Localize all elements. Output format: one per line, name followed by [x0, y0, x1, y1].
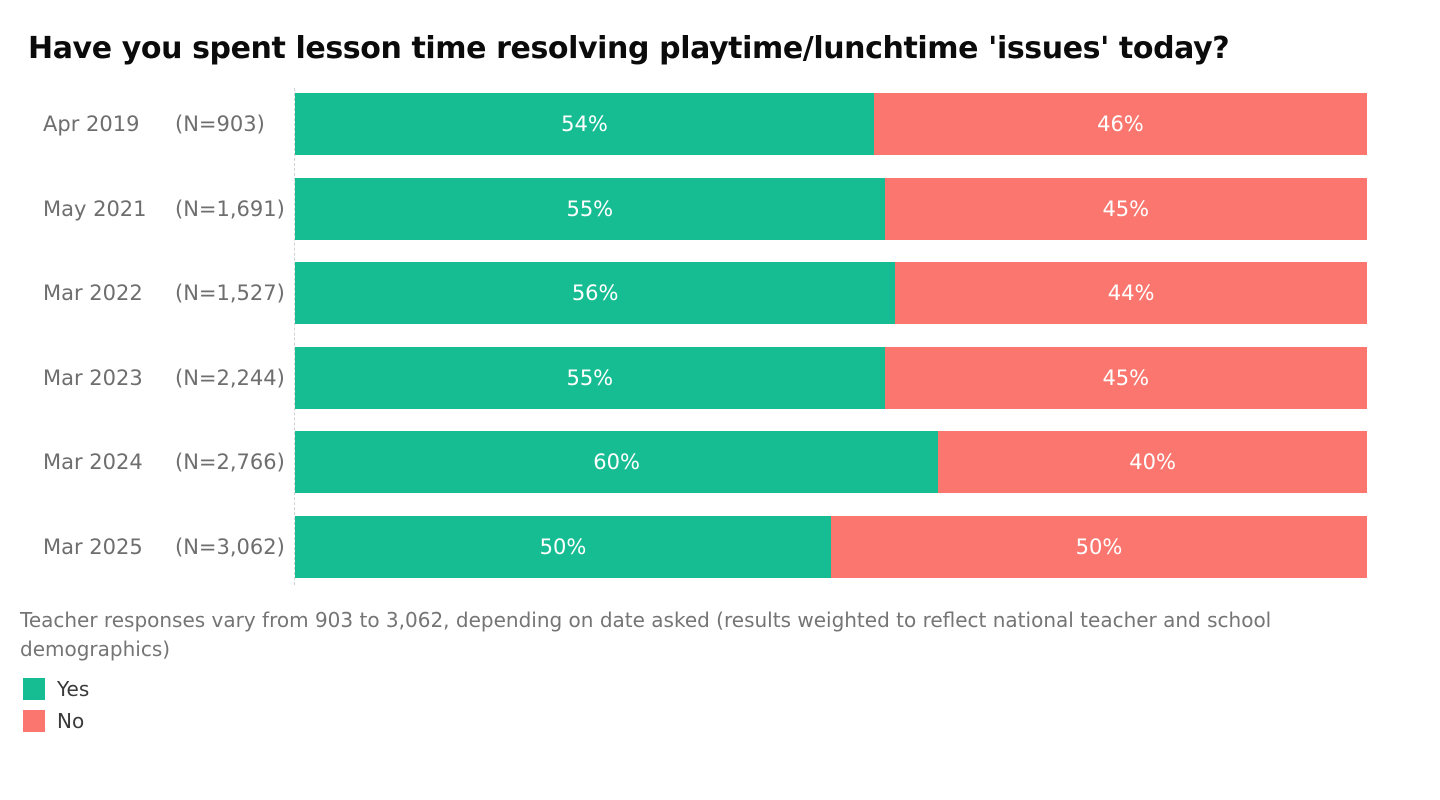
bar-value-label-yes: 55% — [566, 196, 614, 221]
bar-segment-yes: 50% — [295, 515, 831, 578]
stacked-bar: 54% 46% — [295, 93, 1367, 155]
bar-value-label-yes: 54% — [561, 112, 608, 136]
bar-segment-no: 45% — [884, 177, 1367, 240]
legend-item: Yes — [23, 673, 89, 705]
sample-size-label: (N=3,062) — [175, 534, 285, 559]
legend-swatch — [23, 678, 45, 700]
sample-size-label: (N=2,766) — [175, 450, 285, 475]
bar-value-label-no: 45% — [1102, 365, 1150, 390]
bar-value-label-yes: 60% — [593, 450, 640, 475]
sample-size-label: (N=1,691) — [175, 196, 285, 221]
legend-item: No — [23, 705, 89, 737]
stacked-bar: 55% 45% — [295, 346, 1367, 409]
bar-value-label-no: 46% — [1097, 112, 1144, 136]
category-label: Mar 2023 — [43, 365, 143, 390]
bar-value-label-no: 50% — [1075, 534, 1123, 559]
chart-title: Have you spent lesson time resolving pla… — [28, 31, 1230, 66]
category-label: May 2021 — [43, 196, 147, 221]
stacked-bar: 55% 45% — [295, 177, 1367, 240]
bar-row: May 2021 (N=1,691) 55% 45% — [0, 177, 1440, 240]
category-label: Mar 2022 — [43, 281, 143, 306]
bar-row: Mar 2022 (N=1,527) 56% 44% — [0, 262, 1440, 325]
axis-dashed-line — [294, 88, 295, 585]
category-label: Mar 2025 — [43, 534, 143, 559]
bar-segment-yes: 60% — [295, 431, 939, 494]
bar-segment-yes: 55% — [295, 177, 885, 240]
legend: Yes No — [23, 673, 89, 737]
sample-size-label: (N=2,244) — [175, 365, 285, 390]
bar-row: Mar 2024 (N=2,766) 60% 40% — [0, 431, 1440, 494]
legend-label: No — [57, 709, 85, 733]
category-label: Apr 2019 — [43, 112, 140, 136]
bar-value-label-no: 45% — [1102, 196, 1150, 221]
bar-rows-container: Apr 2019 (N=903) 54% 46% May 2021 (N=1,6… — [0, 93, 1440, 578]
bar-segment-no: 46% — [873, 93, 1367, 155]
bar-row: Apr 2019 (N=903) 54% 46% — [0, 93, 1440, 155]
plot-area: Apr 2019 (N=903) 54% 46% May 2021 (N=1,6… — [0, 88, 1440, 585]
category-label: Mar 2024 — [43, 450, 143, 475]
bar-segment-no: 40% — [938, 431, 1367, 494]
bar-segment-yes: 54% — [295, 93, 874, 155]
stacked-bar: 56% 44% — [295, 262, 1367, 325]
bar-value-label-yes: 56% — [571, 281, 619, 306]
bar-row: Mar 2025 (N=3,062) 50% 50% — [0, 515, 1440, 578]
bar-value-label-no: 40% — [1129, 450, 1176, 475]
bar-segment-no: 44% — [895, 262, 1367, 325]
bar-row: Mar 2023 (N=2,244) 55% 45% — [0, 346, 1440, 409]
bar-segment-yes: 55% — [295, 346, 885, 409]
bar-segment-no: 50% — [831, 515, 1367, 578]
bar-value-label-yes: 55% — [566, 365, 614, 390]
bar-value-label-no: 44% — [1107, 281, 1155, 306]
legend-swatch — [23, 710, 45, 732]
legend-label: Yes — [57, 677, 90, 701]
bar-value-label-yes: 50% — [539, 534, 587, 559]
sample-size-label: (N=903) — [175, 112, 265, 136]
footnote: Teacher responses vary from 903 to 3,062… — [20, 608, 1272, 661]
bar-segment-no: 45% — [884, 346, 1367, 409]
stacked-bar: 50% 50% — [295, 515, 1367, 578]
stacked-bar: 60% 40% — [295, 431, 1367, 494]
sample-size-label: (N=1,527) — [175, 281, 285, 306]
bar-segment-yes: 56% — [295, 262, 896, 325]
